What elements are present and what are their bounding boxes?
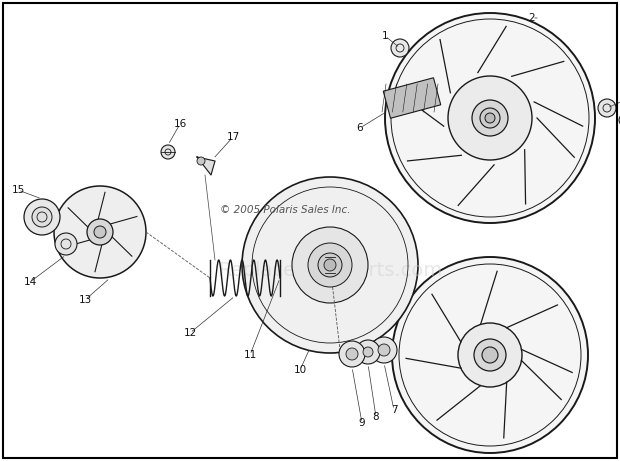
Circle shape <box>292 227 368 303</box>
Circle shape <box>318 253 342 277</box>
Text: 11: 11 <box>244 350 257 360</box>
Circle shape <box>598 99 616 117</box>
Circle shape <box>485 113 495 123</box>
Circle shape <box>32 207 52 227</box>
Text: 2: 2 <box>529 13 535 23</box>
Circle shape <box>197 157 205 165</box>
Circle shape <box>24 199 60 235</box>
Circle shape <box>480 108 500 128</box>
Circle shape <box>378 344 390 356</box>
Text: 8: 8 <box>373 412 379 422</box>
Circle shape <box>474 339 506 371</box>
Text: 14: 14 <box>24 277 37 287</box>
Circle shape <box>472 100 508 136</box>
Circle shape <box>458 323 522 387</box>
Text: 1: 1 <box>382 31 388 41</box>
Text: 13: 13 <box>78 295 92 305</box>
Circle shape <box>308 243 352 287</box>
Circle shape <box>94 226 106 238</box>
Text: © 2005 Polaris Sales Inc.: © 2005 Polaris Sales Inc. <box>220 205 350 215</box>
Circle shape <box>448 76 532 160</box>
Circle shape <box>385 13 595 223</box>
Text: ReplacementParts.com: ReplacementParts.com <box>218 260 442 279</box>
Bar <box>383 78 441 118</box>
Text: 9: 9 <box>359 418 365 428</box>
Circle shape <box>356 340 380 364</box>
Circle shape <box>346 348 358 360</box>
Circle shape <box>87 219 113 245</box>
Text: 10: 10 <box>293 365 306 375</box>
Circle shape <box>54 186 146 278</box>
Circle shape <box>371 337 397 363</box>
Text: 6: 6 <box>356 123 363 133</box>
Polygon shape <box>197 157 215 175</box>
Text: 12: 12 <box>184 328 197 338</box>
Text: 7: 7 <box>391 405 397 415</box>
Circle shape <box>242 177 418 353</box>
Circle shape <box>339 341 365 367</box>
Circle shape <box>55 233 77 255</box>
Circle shape <box>391 39 409 57</box>
Text: 16: 16 <box>174 119 187 129</box>
Circle shape <box>482 347 498 363</box>
Circle shape <box>324 259 336 271</box>
Text: 15: 15 <box>11 185 25 195</box>
Circle shape <box>161 145 175 159</box>
Text: 17: 17 <box>226 132 239 142</box>
Circle shape <box>392 257 588 453</box>
Circle shape <box>363 347 373 357</box>
Circle shape <box>619 114 620 126</box>
